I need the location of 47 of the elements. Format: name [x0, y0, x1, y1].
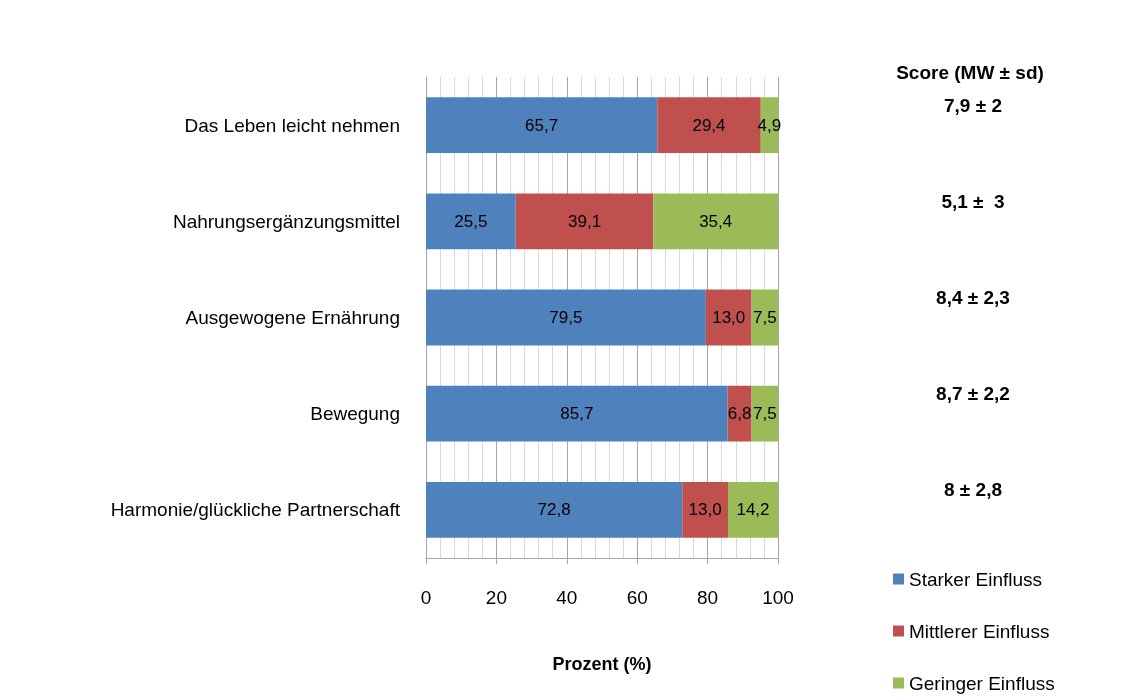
- bar: [426, 482, 683, 538]
- data-label: 65,7: [525, 115, 559, 135]
- bar: [728, 482, 778, 538]
- x-tick-label: 80: [697, 587, 719, 608]
- text: 7,9 ± 2: [944, 94, 1002, 116]
- data-label: 6,8: [727, 404, 752, 424]
- x-tick-label: 40: [556, 587, 578, 608]
- data-label: 39,1: [568, 211, 602, 231]
- x-tick-label: 60: [626, 587, 648, 608]
- x-axis-title: Prozent (%): [552, 654, 652, 674]
- text: Score (MW ± sd): [896, 61, 1044, 83]
- data-label: 13,0: [688, 500, 722, 520]
- text: 5,1 ± 3: [941, 190, 1005, 212]
- y-tick-label: Ausgewogene Ernährung: [185, 307, 400, 328]
- y-tick-label: Das Leben leicht nehmen: [184, 114, 400, 136]
- bar: [426, 289, 706, 346]
- text: 8,7 ± 2,2: [936, 383, 1010, 405]
- data-label: 72,8: [537, 500, 571, 520]
- data-label: 7,5: [752, 308, 777, 327]
- data-label: 14,2: [736, 500, 770, 520]
- y-tick-label: Nahrungsergänzungsmittel: [172, 210, 400, 232]
- data-label: 25,5: [454, 211, 488, 231]
- x-tick-label: 100: [762, 587, 794, 608]
- bar: [426, 385, 728, 442]
- bar: [751, 385, 778, 442]
- y-tick-label: Bewegung: [310, 403, 400, 425]
- x-tick-label: 0: [420, 587, 432, 608]
- data-label: 29,4: [692, 115, 726, 135]
- bar: [426, 193, 516, 250]
- text: 8,4 ± 2,3: [936, 287, 1010, 308]
- bar: [705, 289, 752, 346]
- bar: [515, 193, 654, 250]
- legend-label: Mittlerer Einfluss: [909, 620, 1050, 642]
- legend-label: Starker Einfluss: [909, 568, 1043, 590]
- bar: [751, 289, 778, 346]
- bar: [653, 193, 778, 250]
- data-label: 85,7: [560, 404, 594, 424]
- x-tick-label: 20: [485, 587, 507, 608]
- data-label: 79,5: [549, 308, 583, 327]
- legend-label: Geringer Einfluss: [909, 672, 1055, 694]
- y-tick-label: Harmonie/glückliche Partnerschaft: [110, 499, 401, 521]
- data-label: 7,5: [752, 404, 777, 424]
- text: 8 ± 2,8: [944, 479, 1002, 501]
- data-label: 35,4: [699, 211, 733, 231]
- data-label: 13,0: [712, 308, 746, 327]
- bar: [682, 482, 729, 538]
- bar: [426, 97, 658, 153]
